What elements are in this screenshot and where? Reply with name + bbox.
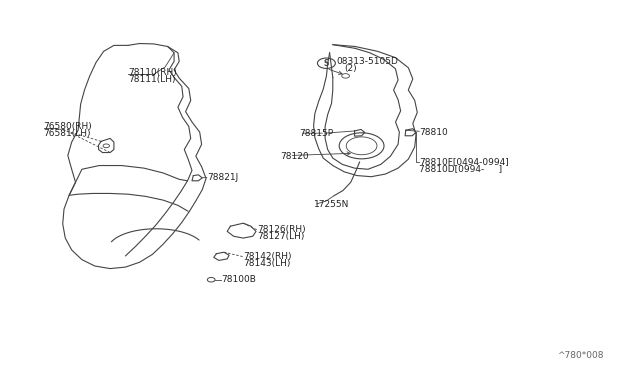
Text: 08313-5105D: 08313-5105D [336, 57, 398, 66]
Text: (2): (2) [344, 64, 357, 73]
Text: S: S [324, 59, 329, 68]
Text: 17255N: 17255N [314, 200, 349, 209]
Text: 78815P: 78815P [300, 129, 333, 138]
Text: 78142(RH): 78142(RH) [243, 252, 292, 261]
Text: 78120: 78120 [280, 152, 309, 161]
Text: 78810F[0494-0994]: 78810F[0494-0994] [419, 157, 509, 166]
Text: 78810D[0994-     ]: 78810D[0994- ] [419, 164, 502, 173]
Text: 78143(LH): 78143(LH) [243, 259, 291, 268]
Text: 78126(RH): 78126(RH) [257, 225, 306, 234]
Text: 78111(LH): 78111(LH) [128, 75, 175, 84]
Text: 78810: 78810 [419, 128, 448, 137]
Text: 78100B: 78100B [221, 275, 255, 284]
Text: 78821J: 78821J [207, 173, 238, 182]
Text: 76580(RH): 76580(RH) [44, 122, 92, 131]
Text: 78127(LH): 78127(LH) [257, 232, 305, 241]
Text: 76581(LH): 76581(LH) [44, 129, 91, 138]
Text: 78110(RH): 78110(RH) [128, 68, 177, 77]
Text: ^780*008: ^780*008 [557, 351, 604, 360]
